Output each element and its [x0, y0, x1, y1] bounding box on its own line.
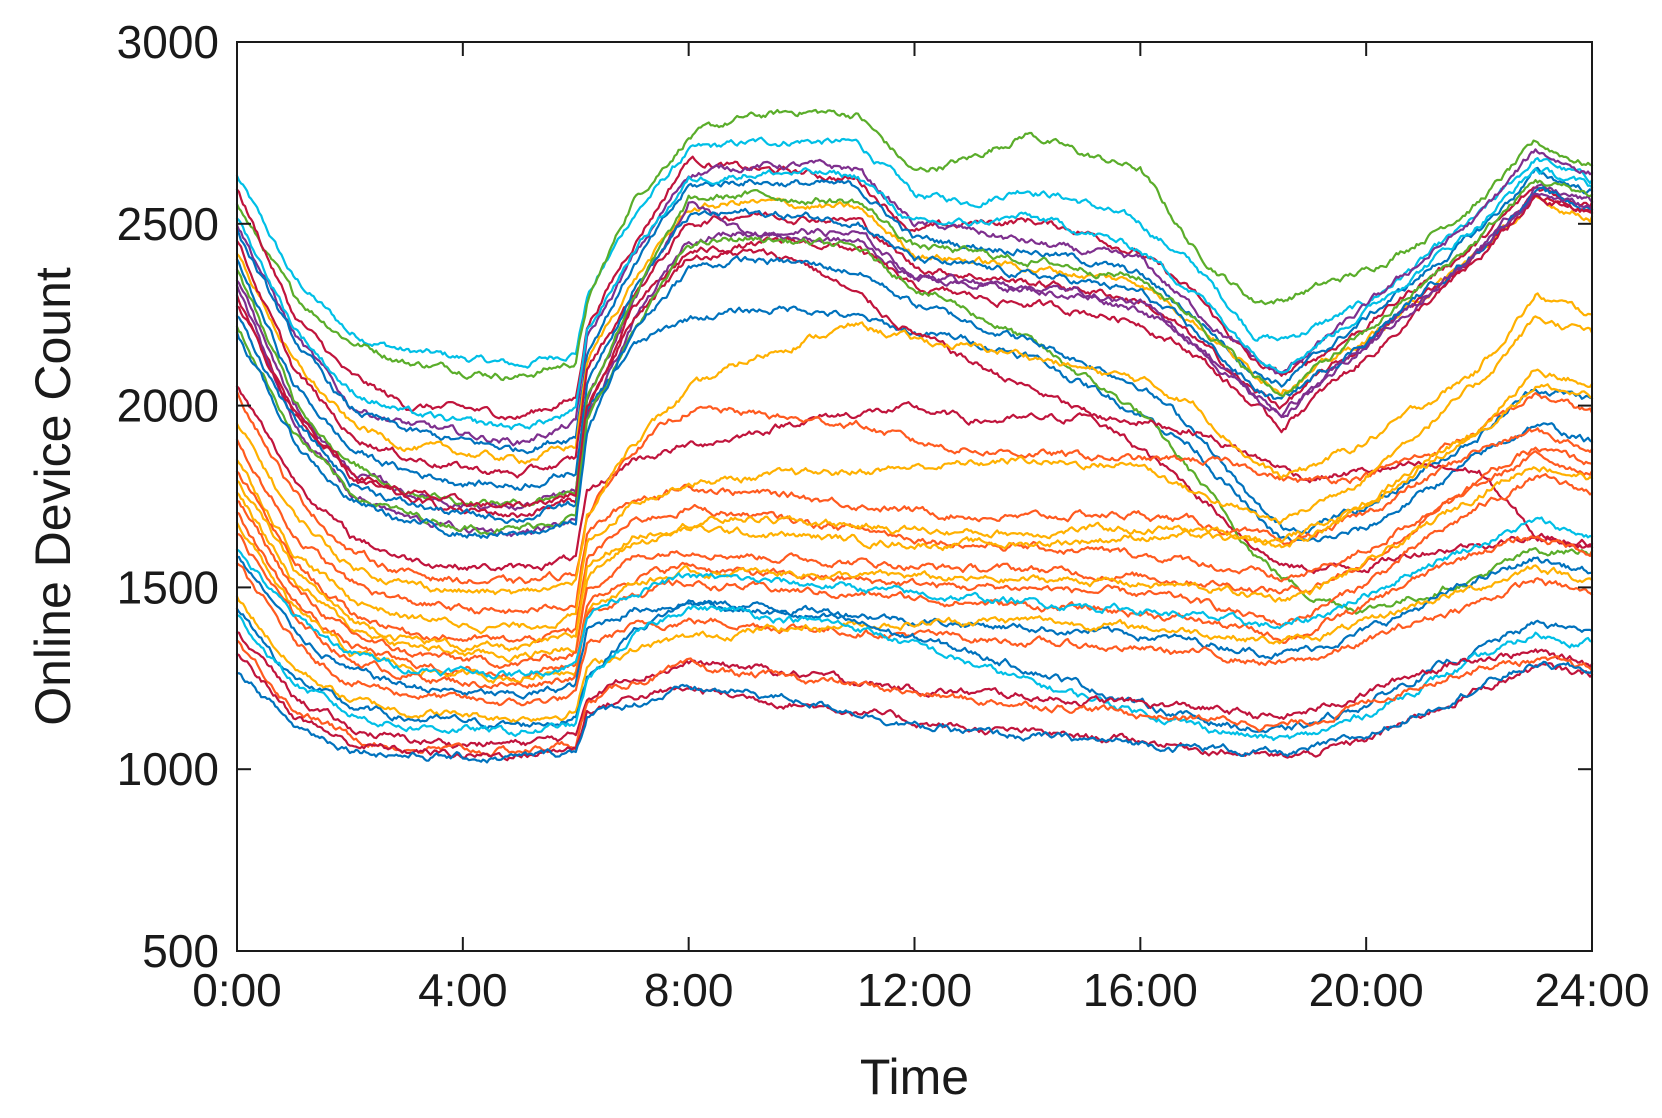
- series-line-28: [235, 466, 1594, 684]
- series-line-30: [235, 516, 1594, 680]
- x-tick-label-2: 8:00: [644, 964, 734, 1016]
- series-line-34: [235, 599, 1594, 734]
- series-line-15: [235, 248, 1594, 575]
- series-line-10: [235, 166, 1594, 431]
- series-line-19: [235, 390, 1594, 585]
- x-tick-label-0: 0:00: [192, 964, 282, 1016]
- x-tick-label-5: 20:00: [1309, 964, 1424, 1016]
- series-line-39: [235, 660, 1594, 764]
- series-line-9: [235, 186, 1594, 491]
- series-line-23: [235, 446, 1594, 643]
- series-line-14: [235, 305, 1594, 543]
- x-tick-label-6: 24:00: [1534, 964, 1649, 1016]
- x-tick-label-4: 16:00: [1083, 964, 1198, 1016]
- y-tick-label-3: 2000: [117, 380, 219, 432]
- y-tick-label-2: 1500: [117, 561, 219, 613]
- series-line-4: [235, 148, 1594, 447]
- series-line-2: [235, 108, 1594, 382]
- series-line-20: [235, 292, 1594, 596]
- series-line-6: [235, 194, 1594, 465]
- series-lines: [235, 108, 1594, 764]
- series-line-33: [235, 564, 1594, 724]
- series-line-18: [235, 385, 1594, 572]
- axis-ticks: 0:00 4:00 8:00 12:00 16:00 20:00 24:00 500 1000 1…: [117, 16, 1650, 1016]
- series-line-16: [235, 236, 1594, 615]
- series-line-35: [235, 605, 1594, 742]
- series-line-11: [235, 179, 1594, 508]
- x-tick-label-3: 12:00: [857, 964, 972, 1016]
- y-axis-title: Online Device Count: [25, 267, 81, 726]
- y-tick-label-4: 2500: [117, 198, 219, 250]
- series-line-38: [235, 653, 1594, 762]
- y-tick-label-1: 1000: [117, 743, 219, 795]
- series-line-31: [235, 555, 1594, 700]
- series-line-5: [235, 166, 1594, 455]
- series-line-25: [235, 383, 1594, 663]
- series-line-21: [235, 427, 1594, 615]
- y-tick-label-0: 500: [142, 925, 219, 977]
- series-line-17: [235, 255, 1594, 539]
- series-line-32: [235, 562, 1594, 707]
- x-tick-label-1: 4:00: [418, 964, 508, 1016]
- series-line-8: [235, 183, 1594, 511]
- series-line-37: [235, 639, 1594, 758]
- y-tick-label-5: 3000: [117, 16, 219, 68]
- series-line-29: [235, 533, 1594, 690]
- x-axis-title: Time: [860, 1049, 969, 1105]
- series-line-22: [235, 315, 1594, 635]
